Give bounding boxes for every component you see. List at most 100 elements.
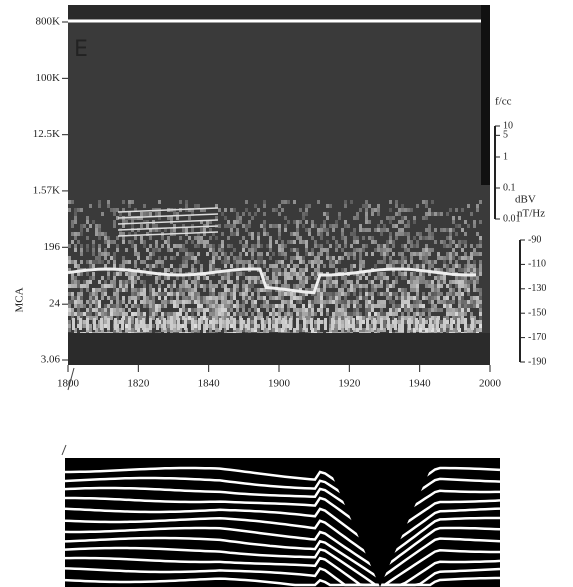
texture-cell bbox=[350, 316, 353, 320]
texture-cell bbox=[137, 216, 140, 220]
texture-cell bbox=[161, 316, 164, 320]
texture-cell bbox=[392, 308, 395, 312]
texture-cell bbox=[290, 312, 293, 316]
texture-cell bbox=[419, 312, 422, 316]
texture-cell bbox=[245, 276, 248, 280]
texture-cell bbox=[221, 284, 224, 288]
texture-cell bbox=[431, 308, 434, 312]
texture-cell bbox=[326, 240, 329, 244]
texture-cell bbox=[353, 312, 356, 316]
texture-cell bbox=[218, 308, 221, 312]
texture-cell bbox=[173, 212, 176, 216]
texture-cell bbox=[236, 232, 239, 236]
texture-cell bbox=[317, 252, 320, 256]
texture-cell bbox=[224, 252, 227, 256]
texture-cell bbox=[350, 264, 353, 268]
texture-cell bbox=[335, 328, 338, 332]
texture-cell bbox=[134, 260, 137, 264]
texture-cell bbox=[278, 316, 281, 320]
texture-cell bbox=[125, 288, 128, 292]
texture-cell bbox=[398, 272, 401, 276]
texture-cell bbox=[317, 300, 320, 304]
texture-cell bbox=[251, 236, 254, 240]
texture-cell bbox=[200, 296, 203, 300]
texture-cell bbox=[197, 296, 200, 300]
texture-cell bbox=[398, 296, 401, 300]
texture-cell bbox=[68, 324, 71, 328]
x-tick-label: 1920 bbox=[338, 378, 361, 390]
texture-cell bbox=[440, 308, 443, 312]
texture-cell bbox=[341, 232, 344, 236]
texture-cell bbox=[464, 220, 467, 224]
trace-line bbox=[64, 536, 501, 581]
texture-cell bbox=[386, 252, 389, 256]
texture-cell bbox=[329, 316, 332, 320]
texture-cell bbox=[74, 220, 77, 224]
texture-cell bbox=[203, 284, 206, 288]
texture-cell bbox=[125, 320, 128, 324]
texture-cell bbox=[455, 284, 458, 288]
texture-cell bbox=[344, 268, 347, 272]
texture-tick bbox=[198, 318, 201, 330]
texture-cell bbox=[182, 304, 185, 308]
texture-cell bbox=[374, 312, 377, 316]
texture-cell bbox=[389, 220, 392, 224]
texture-cell bbox=[137, 324, 140, 328]
texture-cell bbox=[161, 312, 164, 316]
texture-cell bbox=[98, 204, 101, 208]
texture-cell bbox=[284, 200, 287, 204]
texture-cell bbox=[431, 236, 434, 240]
texture-cell bbox=[386, 276, 389, 280]
texture-cell bbox=[203, 324, 206, 328]
texture-cell bbox=[113, 240, 116, 244]
texture-cell bbox=[224, 224, 227, 228]
texture-cell bbox=[188, 216, 191, 220]
texture-cell bbox=[473, 260, 476, 264]
texture-cell bbox=[464, 312, 467, 316]
texture-cell bbox=[473, 288, 476, 292]
texture-cell bbox=[347, 292, 350, 296]
texture-cell bbox=[350, 280, 353, 284]
texture-cell bbox=[251, 292, 254, 296]
texture-cell bbox=[128, 212, 131, 216]
trace-line bbox=[65, 496, 501, 542]
texture-cell bbox=[440, 212, 443, 216]
texture-cell bbox=[464, 288, 467, 292]
texture-cell bbox=[395, 200, 398, 204]
texture-cell bbox=[374, 276, 377, 280]
texture-cell bbox=[203, 232, 206, 236]
texture-cell bbox=[431, 296, 434, 300]
texture-cell bbox=[446, 236, 449, 240]
texture-cell bbox=[137, 312, 140, 316]
texture-cell bbox=[278, 204, 281, 208]
texture-cell bbox=[293, 284, 296, 288]
texture-cell bbox=[182, 256, 185, 260]
texture-cell bbox=[167, 216, 170, 220]
texture-cell bbox=[440, 268, 443, 272]
texture-cell bbox=[218, 312, 221, 316]
texture-cell bbox=[401, 252, 404, 256]
texture-streak bbox=[117, 225, 219, 231]
texture-tick bbox=[436, 318, 439, 330]
texture-cell bbox=[431, 280, 434, 284]
texture-cell bbox=[89, 328, 92, 332]
texture-cell bbox=[353, 264, 356, 268]
texture-cell bbox=[260, 224, 263, 228]
texture-cell bbox=[479, 200, 482, 204]
texture-cell bbox=[86, 288, 89, 292]
texture-cell bbox=[284, 256, 287, 260]
texture-cell bbox=[332, 236, 335, 240]
texture-cell bbox=[446, 304, 449, 308]
texture-cell bbox=[437, 300, 440, 304]
texture-cell bbox=[299, 308, 302, 312]
texture-cell bbox=[284, 252, 287, 256]
x-tick-label: 2000 bbox=[479, 378, 502, 390]
texture-cell bbox=[338, 300, 341, 304]
texture-cell bbox=[479, 296, 482, 300]
texture-cell bbox=[317, 228, 320, 232]
texture-cell bbox=[383, 260, 386, 264]
texture-cell bbox=[359, 256, 362, 260]
texture-cell bbox=[152, 292, 155, 296]
texture-tick bbox=[254, 318, 257, 330]
texture-cell bbox=[290, 268, 293, 272]
